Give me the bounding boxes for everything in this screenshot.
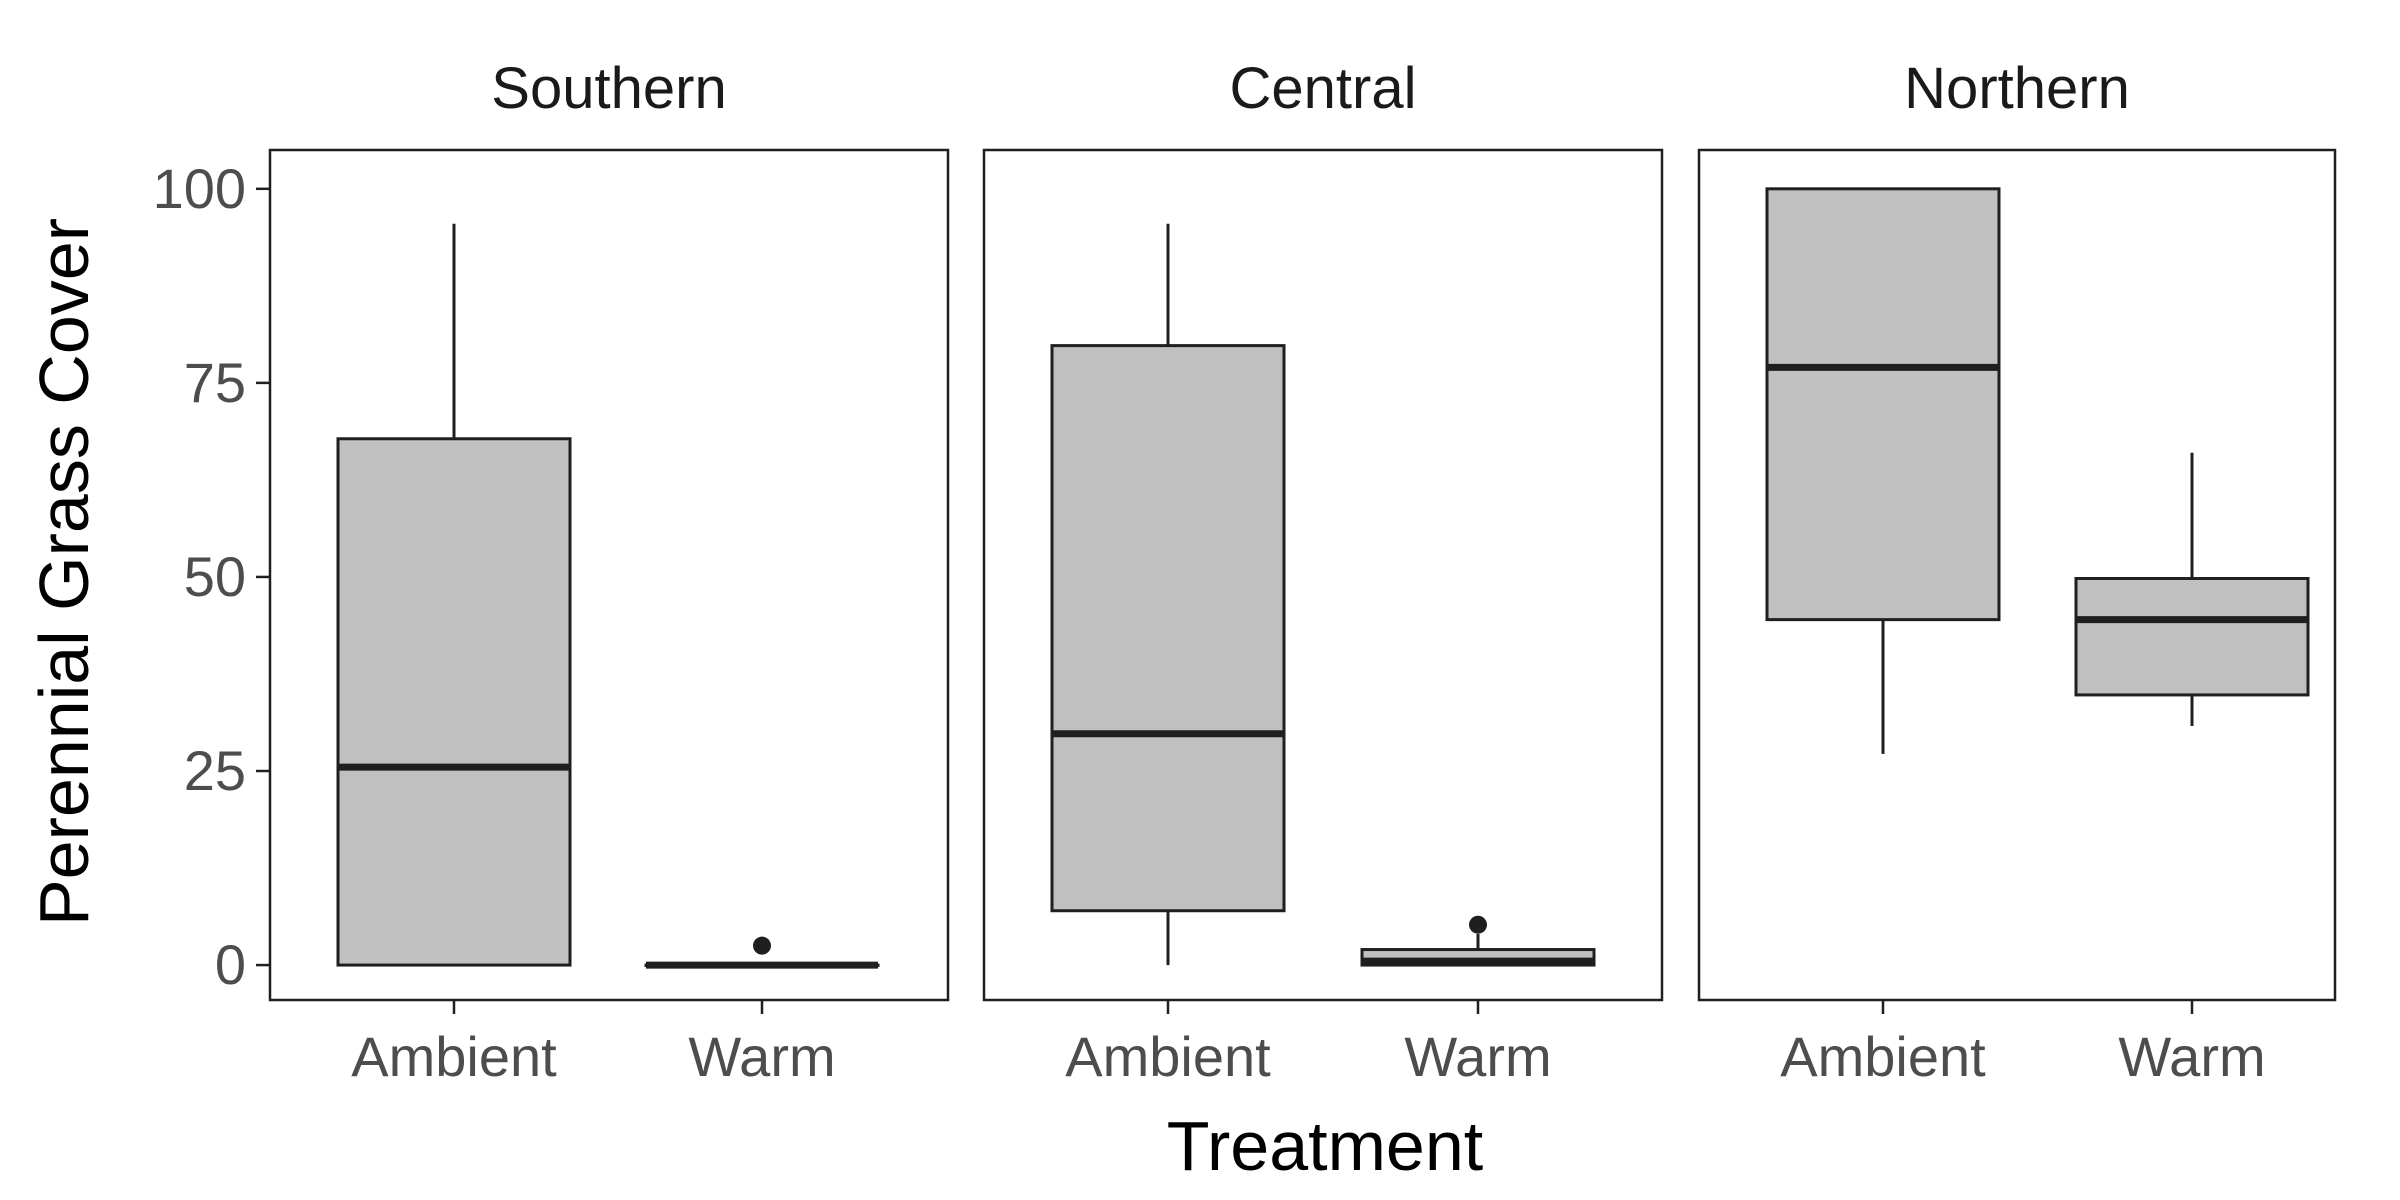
box-ambient bbox=[1050, 223, 1286, 966]
panel-southern: Southern Ambient Warm bbox=[268, 56, 950, 1088]
x-tick-label: Warm bbox=[1404, 1025, 1551, 1088]
box-ambient bbox=[336, 223, 572, 967]
panel-title: Central bbox=[1230, 56, 1417, 121]
y-tick-label: 75 bbox=[184, 351, 246, 414]
y-tick-label: 25 bbox=[184, 739, 246, 802]
box-body bbox=[2074, 576, 2310, 697]
panel-title: Northern bbox=[1904, 56, 2130, 121]
box-ambient bbox=[1765, 187, 2001, 754]
box-warm bbox=[2074, 452, 2310, 726]
outlier-point bbox=[1469, 915, 1487, 934]
y-axis-title: Perennial Grass Cover bbox=[25, 218, 103, 926]
box-warm bbox=[1360, 915, 1596, 967]
x-tick-label: Warm bbox=[688, 1025, 835, 1088]
x-tick-label: Warm bbox=[2118, 1025, 2265, 1088]
box-body bbox=[1765, 187, 2001, 622]
box-warm bbox=[644, 936, 880, 969]
outlier-point bbox=[753, 936, 771, 955]
x-tick-label: Ambient bbox=[1780, 1025, 1986, 1088]
y-tick-label: 0 bbox=[215, 933, 246, 996]
panel-border bbox=[982, 148, 1664, 1002]
x-axis-title: Treatment bbox=[1167, 1107, 1483, 1185]
y-tick-label: 100 bbox=[153, 157, 246, 220]
y-tick-label: 50 bbox=[184, 545, 246, 608]
panel-border bbox=[1697, 148, 2337, 1002]
box-body bbox=[1050, 344, 1286, 913]
panel-central: Central Ambient Warm bbox=[982, 56, 1664, 1088]
y-axis: 0 25 50 75 100 bbox=[153, 157, 270, 996]
box-body bbox=[336, 437, 572, 967]
x-tick-label: Ambient bbox=[1065, 1025, 1271, 1088]
x-tick-label: Ambient bbox=[351, 1025, 557, 1088]
panel-border bbox=[268, 148, 950, 1002]
panel-northern: Northern Ambient Warm bbox=[1697, 56, 2337, 1088]
panel-title: Southern bbox=[491, 56, 726, 121]
